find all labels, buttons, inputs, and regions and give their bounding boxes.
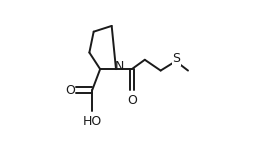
Text: O: O [127, 94, 137, 107]
Text: S: S [173, 52, 180, 65]
Text: O: O [65, 84, 75, 96]
Text: HO: HO [83, 115, 102, 128]
Text: N: N [115, 60, 124, 73]
